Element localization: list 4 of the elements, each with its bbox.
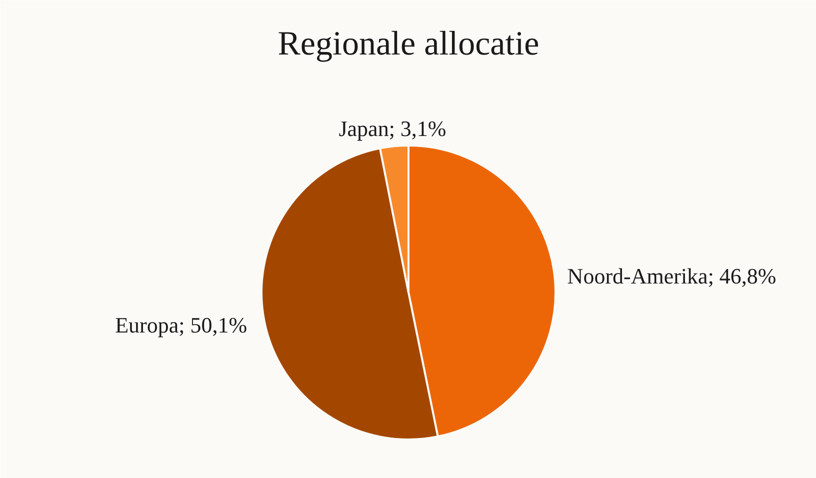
chart-title: Regionale allocatie [278,26,540,62]
slice-label: Japan; 3,1% [338,116,446,142]
slice-label: Noord-Amerika; 46,8% [567,263,776,288]
slice-label: Europa; 50,1% [115,312,248,338]
